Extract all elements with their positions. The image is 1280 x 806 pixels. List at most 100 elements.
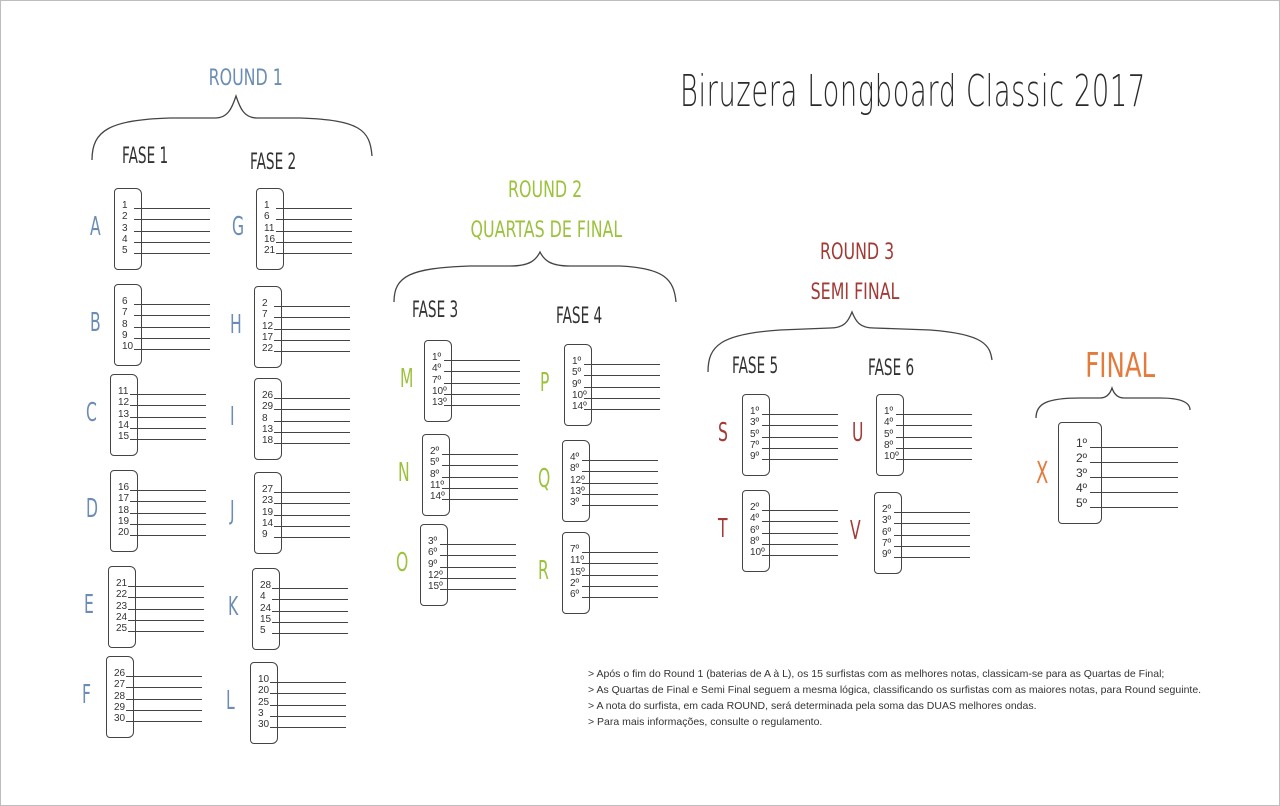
- score-line: [272, 621, 348, 623]
- seed-label: 11: [118, 386, 129, 397]
- seed-label: 8º: [570, 463, 580, 475]
- score-line: [1090, 447, 1178, 448]
- heat-C: C 11 12 13 14 15: [86, 374, 206, 458]
- heat-slot: 3º: [1076, 466, 1178, 481]
- seed-label: 14: [118, 419, 130, 431]
- score-line: [270, 715, 346, 717]
- heat-box: [114, 188, 142, 270]
- heat-F: F 26 27 28 29 30: [82, 656, 202, 740]
- seed-label: 10: [258, 674, 270, 685]
- score-line: [762, 447, 838, 449]
- score-line: [762, 532, 838, 534]
- note-line: > As Quartas de Final e Semi Final segue…: [588, 684, 1202, 696]
- seed-label: 5: [260, 625, 266, 637]
- heat-box: [562, 440, 590, 522]
- score-line: [1090, 462, 1178, 463]
- score-line: [274, 351, 350, 353]
- score-line: [896, 436, 972, 438]
- score-line: [274, 514, 350, 516]
- score-line: [274, 525, 350, 527]
- seed-label: 21: [116, 578, 128, 589]
- heat-slot: 2º: [1076, 451, 1178, 466]
- heat-D: D 16 17 18 19 20: [86, 470, 206, 554]
- seed-label: 8: [262, 412, 268, 424]
- heat-box: [874, 492, 902, 574]
- seed-label: 1: [122, 200, 128, 211]
- score-line: [126, 687, 202, 689]
- seed-label: 7: [122, 307, 128, 319]
- seed-label: 14º: [430, 491, 445, 503]
- heat-box: [424, 340, 452, 422]
- seed-label: 3º: [428, 536, 438, 547]
- score-line: [894, 523, 970, 525]
- seed-label: 19: [118, 515, 130, 527]
- seed-label: 5º: [1076, 496, 1088, 510]
- phase-label-6: FASE 6: [868, 356, 915, 381]
- score-line: [134, 208, 210, 209]
- heat-letter: B: [90, 308, 101, 338]
- seed-label: 6: [264, 211, 270, 223]
- final-title: FINAL: [1085, 346, 1156, 386]
- heat-R: R 7º 11º 15º 2º 6º: [538, 532, 658, 616]
- score-line: [1090, 507, 1178, 508]
- score-line: [894, 545, 970, 547]
- score-line: [276, 208, 352, 209]
- score-line: [130, 427, 206, 429]
- seed-label: 9º: [572, 378, 582, 390]
- seed-label: 3º: [882, 515, 892, 527]
- score-line: [130, 394, 206, 395]
- final-brace: [1035, 385, 1191, 419]
- seed-label: 13: [118, 408, 130, 420]
- score-line: [584, 386, 660, 388]
- seed-label: 3º: [1076, 466, 1088, 480]
- score-line: [130, 439, 206, 441]
- heat-box: [420, 524, 448, 606]
- score-line: [444, 360, 520, 361]
- heat-letter: G: [232, 212, 245, 242]
- note-line: > Para mais informações, consulte o regu…: [588, 716, 823, 728]
- seed-label: 7º: [750, 439, 760, 451]
- score-line: [274, 317, 350, 319]
- round2-brace: [393, 250, 677, 303]
- seed-label: 2º: [1076, 451, 1088, 465]
- seed-label: 8: [122, 318, 128, 330]
- rules-notes: > Após o fim do Round 1 (baterias de A à…: [588, 666, 1201, 730]
- seed-label: 3º: [570, 497, 580, 509]
- seed-label: 2º: [882, 504, 892, 515]
- heat-M: M 1º 4º 7º 10º 13º: [400, 340, 520, 424]
- seed-label: 5: [122, 245, 128, 257]
- seed-label: 18: [118, 504, 130, 516]
- seed-label: 25: [116, 623, 128, 635]
- note-line: > A nota do surfista, em cada ROUND, ser…: [588, 700, 1037, 712]
- score-line: [444, 371, 520, 373]
- seed-label: 1º: [1076, 436, 1088, 450]
- score-line: [270, 704, 346, 706]
- heat-letter: N: [398, 458, 410, 488]
- heat-letter: X: [1036, 456, 1049, 491]
- round3-subtitle: SEMI FINAL: [810, 280, 900, 305]
- seed-label: 23: [262, 495, 274, 507]
- seed-label: 13º: [432, 397, 447, 409]
- seed-label: 15: [260, 613, 272, 625]
- phase-label-4: FASE 4: [556, 304, 603, 329]
- heat-box: [742, 394, 770, 476]
- heat-letter: S: [718, 418, 728, 448]
- seed-label: 8º: [430, 468, 440, 480]
- seed-label: 7: [262, 309, 268, 321]
- seed-label: 14º: [572, 401, 587, 413]
- heat-B: B 6 7 8 9 10: [90, 284, 210, 368]
- score-line: [130, 501, 206, 503]
- round3-title: ROUND 3: [820, 240, 895, 265]
- seed-label: 2º: [750, 502, 760, 513]
- heat-box: [110, 470, 138, 552]
- score-line: [130, 523, 206, 525]
- seed-label: 10º: [884, 451, 899, 463]
- score-line: [274, 409, 350, 411]
- score-line: [130, 405, 206, 407]
- heat-letter: O: [396, 548, 409, 578]
- phase-label-2: FASE 2: [250, 150, 297, 175]
- seed-label: 23: [116, 600, 128, 612]
- heat-O: O 3º 6º 9º 12º 15º: [396, 524, 516, 608]
- event-title: Biruzera Longboard Classic 2017: [680, 66, 1146, 117]
- score-line: [440, 566, 516, 568]
